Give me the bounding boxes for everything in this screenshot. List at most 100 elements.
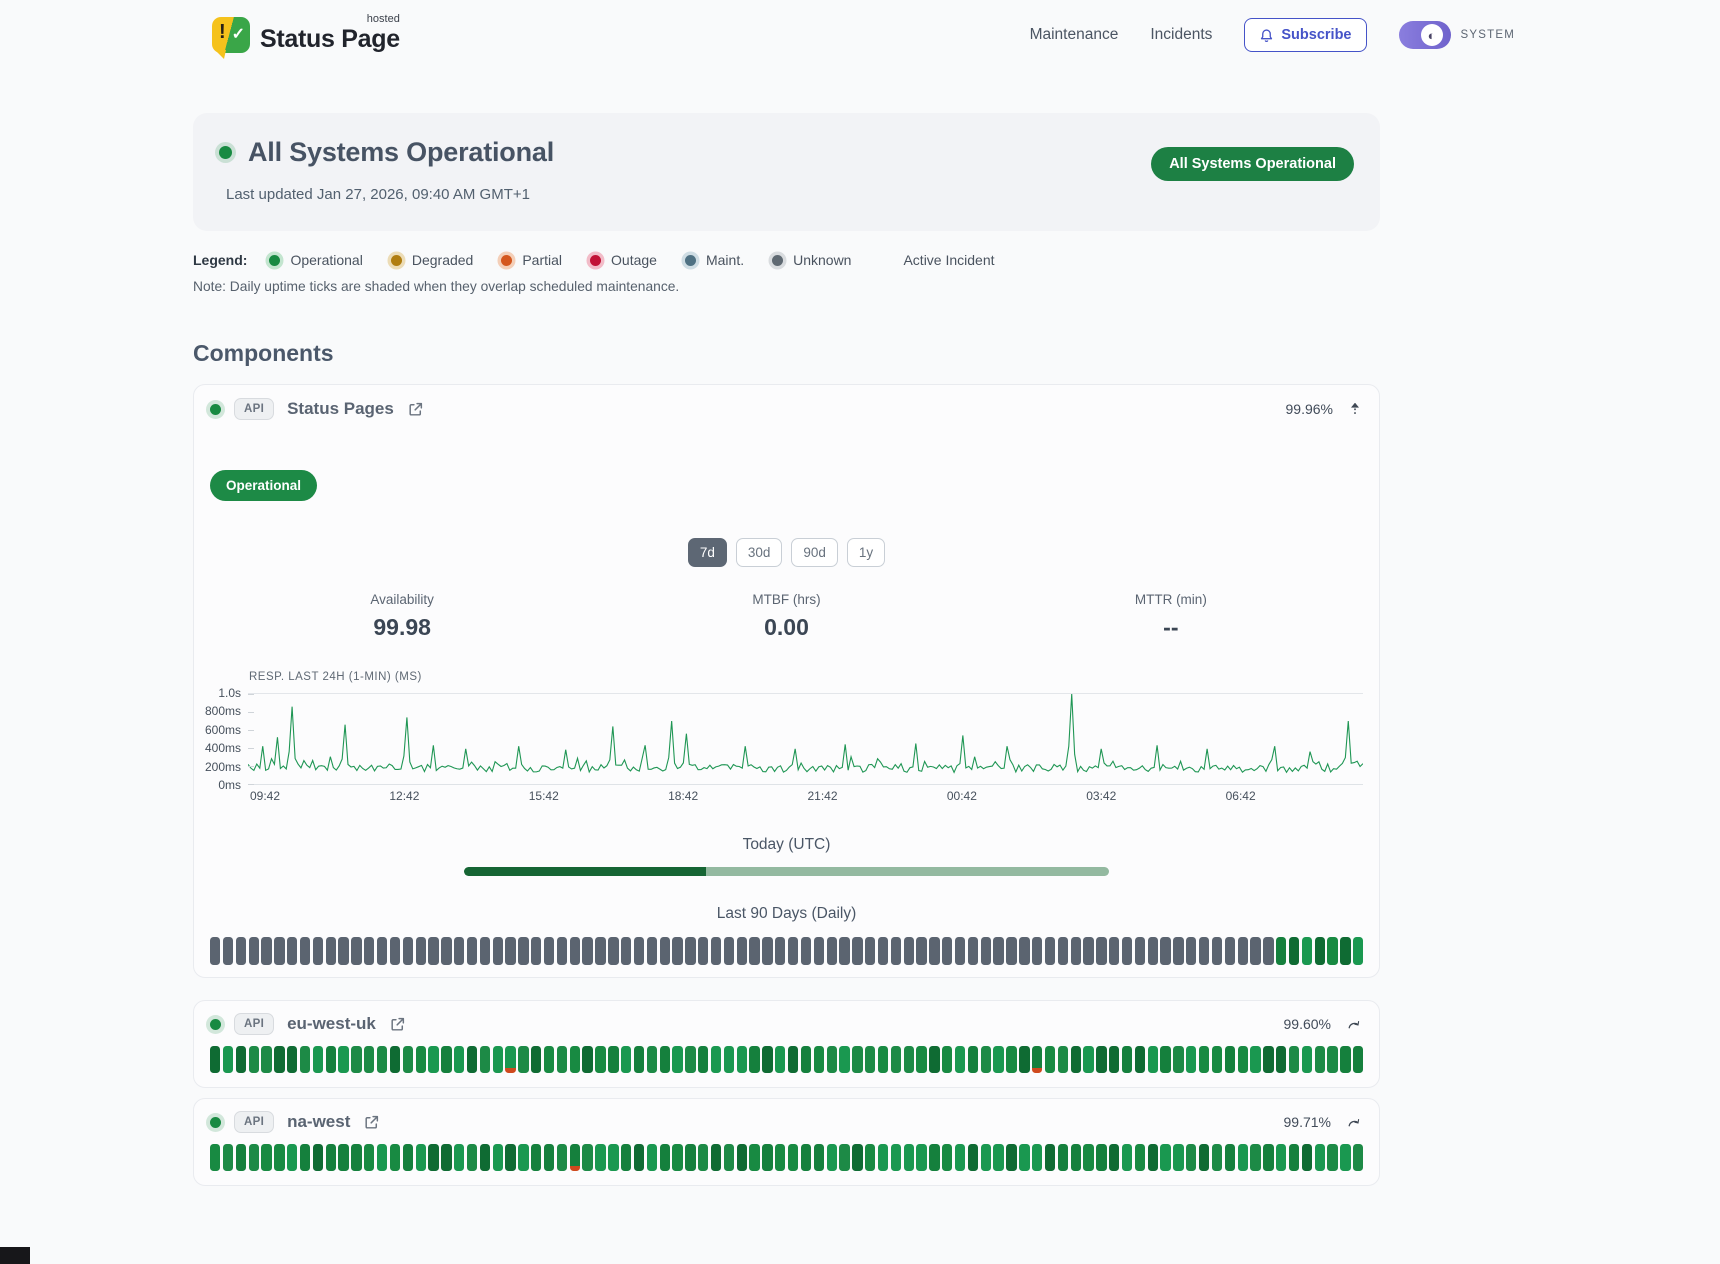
uptime-tick[interactable] (646, 1144, 658, 1171)
uptime-tick[interactable] (402, 937, 413, 965)
uptime-tick[interactable] (967, 1144, 979, 1171)
uptime-tick[interactable] (376, 1144, 388, 1171)
uptime-tick[interactable] (1083, 937, 1094, 965)
uptime-tick[interactable] (967, 1046, 979, 1073)
uptime-tick[interactable] (1224, 1046, 1235, 1073)
uptime-tick[interactable] (1006, 1046, 1017, 1073)
uptime-tick[interactable] (479, 937, 491, 965)
uptime-tick[interactable] (1314, 937, 1325, 965)
nav-maintenance[interactable]: Maintenance (1029, 26, 1119, 43)
expand-button[interactable] (1345, 1017, 1363, 1032)
uptime-tick[interactable] (1044, 1144, 1056, 1171)
uptime-tick[interactable] (1186, 1144, 1197, 1171)
uptime-tick[interactable] (248, 937, 259, 965)
uptime-tick[interactable] (1173, 937, 1184, 965)
uptime-tick[interactable] (415, 1046, 426, 1073)
uptime-tick[interactable] (531, 937, 542, 965)
uptime-tick[interactable] (1019, 937, 1030, 965)
uptime-tick[interactable] (466, 1144, 478, 1171)
uptime-tick[interactable] (582, 1144, 593, 1171)
uptime-tick[interactable] (428, 937, 439, 965)
uptime-tick[interactable] (633, 937, 645, 965)
uptime-tick[interactable] (659, 937, 670, 965)
uptime-tick[interactable] (1121, 1046, 1133, 1073)
uptime-tick[interactable] (222, 1144, 234, 1171)
uptime-tick[interactable] (1070, 937, 1081, 965)
uptime-tick[interactable] (839, 1046, 850, 1073)
uptime-tick[interactable] (890, 937, 902, 965)
uptime-tick[interactable] (1057, 1046, 1069, 1073)
uptime-tick[interactable] (1121, 937, 1133, 965)
uptime-tick[interactable] (1173, 1046, 1184, 1073)
external-link-icon[interactable] (407, 401, 424, 418)
uptime-tick[interactable] (787, 1046, 799, 1073)
uptime-tick[interactable] (672, 937, 683, 965)
uptime-tick[interactable] (852, 1144, 863, 1171)
uptime-tick[interactable] (1019, 1144, 1030, 1171)
uptime-tick[interactable] (903, 1144, 914, 1171)
uptime-tick[interactable] (274, 937, 285, 965)
uptime-tick[interactable] (556, 1144, 568, 1171)
uptime-tick[interactable] (274, 1046, 285, 1073)
uptime-tick[interactable] (299, 1144, 311, 1171)
uptime-tick[interactable] (916, 1144, 927, 1171)
uptime-tick[interactable] (248, 1144, 259, 1171)
uptime-tick[interactable] (813, 1046, 824, 1073)
uptime-tick[interactable] (351, 1046, 362, 1073)
uptime-tick[interactable] (865, 937, 876, 965)
uptime-tick[interactable] (877, 937, 889, 965)
uptime-tick[interactable] (1134, 1144, 1146, 1171)
uptime-tick[interactable] (543, 1144, 555, 1171)
uptime-tick[interactable] (749, 1046, 760, 1073)
uptime-tick[interactable] (865, 1046, 876, 1073)
uptime-tick[interactable] (1057, 937, 1069, 965)
uptime-tick[interactable] (865, 1144, 876, 1171)
uptime-tick[interactable] (1263, 1046, 1274, 1073)
uptime-tick[interactable] (222, 937, 234, 965)
uptime-tick[interactable] (454, 937, 465, 965)
uptime-tick[interactable] (1096, 1046, 1107, 1073)
uptime-tick[interactable] (685, 1046, 696, 1073)
uptime-tick[interactable] (376, 1046, 388, 1073)
uptime-tick[interactable] (210, 1046, 221, 1073)
uptime-tick[interactable] (1340, 1144, 1351, 1171)
uptime-tick[interactable] (787, 1144, 799, 1171)
uptime-tick[interactable] (428, 1046, 439, 1073)
uptime-tick[interactable] (1314, 1144, 1325, 1171)
uptime-tick[interactable] (1121, 1144, 1133, 1171)
uptime-tick[interactable] (595, 1046, 606, 1073)
uptime-tick[interactable] (1288, 937, 1300, 965)
uptime-tick[interactable] (1211, 937, 1223, 965)
uptime-tick[interactable] (1301, 1144, 1313, 1171)
uptime-tick[interactable] (1160, 1144, 1171, 1171)
uptime-tick[interactable] (389, 1144, 401, 1171)
uptime-tick[interactable] (351, 1144, 362, 1171)
uptime-tick[interactable] (942, 937, 953, 965)
range-button-7d[interactable]: 7d (687, 538, 727, 567)
uptime-tick[interactable] (698, 1046, 709, 1073)
uptime-tick[interactable] (1070, 1144, 1081, 1171)
uptime-tick[interactable] (492, 1046, 503, 1073)
uptime-tick[interactable] (929, 1046, 940, 1073)
uptime-tick[interactable] (1288, 1046, 1300, 1073)
uptime-tick[interactable] (1096, 937, 1107, 965)
uptime-tick[interactable] (1314, 1046, 1325, 1073)
uptime-tick[interactable] (1083, 1144, 1094, 1171)
uptime-tick[interactable] (839, 1144, 850, 1171)
uptime-tick[interactable] (787, 937, 799, 965)
uptime-tick[interactable] (338, 1144, 349, 1171)
uptime-tick[interactable] (608, 937, 619, 965)
uptime-tick[interactable] (942, 1046, 953, 1073)
uptime-tick[interactable] (1327, 1144, 1338, 1171)
uptime-tick[interactable] (1096, 1144, 1107, 1171)
uptime-tick[interactable] (646, 937, 658, 965)
uptime-tick[interactable] (1353, 1046, 1364, 1073)
uptime-tick[interactable] (299, 937, 311, 965)
uptime-tick[interactable] (762, 1144, 773, 1171)
uptime-tick[interactable] (1057, 1144, 1069, 1171)
uptime-tick[interactable] (1032, 1046, 1043, 1073)
uptime-tick[interactable] (980, 937, 991, 965)
uptime-tick[interactable] (723, 1046, 735, 1073)
uptime-tick[interactable] (685, 1144, 696, 1171)
uptime-tick[interactable] (1006, 937, 1017, 965)
